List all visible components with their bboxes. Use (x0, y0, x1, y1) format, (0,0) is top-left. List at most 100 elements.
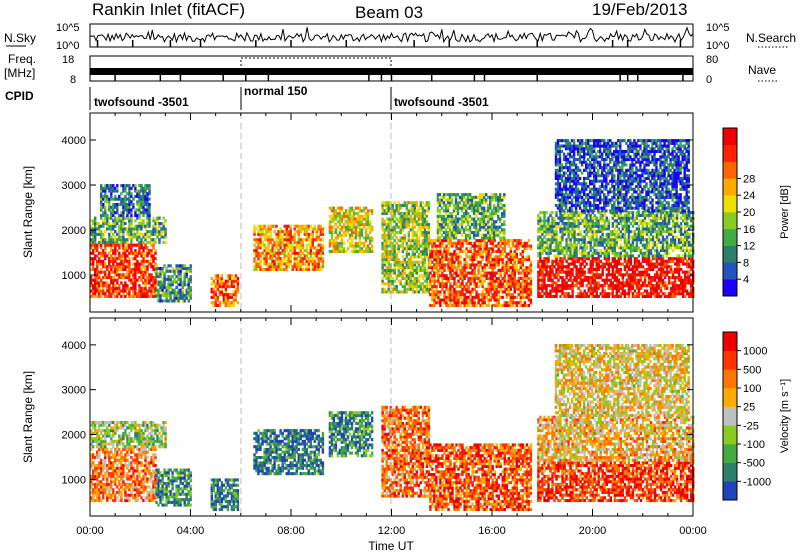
power-cell (126, 211, 129, 215)
power-cell (435, 239, 438, 243)
power-cell (475, 274, 478, 278)
power-cell (122, 286, 125, 290)
power-cell (433, 249, 436, 253)
power-cell (423, 287, 427, 291)
power-cell (445, 274, 448, 278)
power-cell (507, 290, 510, 294)
power-cell (405, 252, 408, 256)
power-cell (657, 292, 661, 296)
power-cell (128, 262, 131, 266)
power-cell (405, 212, 408, 216)
power-cell (481, 255, 484, 259)
power-cell (124, 222, 127, 226)
power-cell (523, 268, 527, 272)
power-cell (100, 192, 103, 196)
power-cell (104, 254, 107, 258)
power-cell (287, 265, 290, 269)
power-cell (447, 290, 450, 294)
power-cell (423, 241, 427, 245)
power-cell (513, 290, 516, 294)
power-cell (106, 216, 109, 220)
power-cell (102, 224, 105, 228)
power-cell (517, 293, 520, 297)
power-cell (399, 260, 402, 264)
power-cell (399, 274, 402, 278)
power-cell (122, 219, 125, 223)
power-cell (609, 262, 612, 266)
power-cell (102, 251, 105, 255)
power-cell (218, 285, 221, 289)
power-cell (425, 282, 429, 286)
power-cell (505, 303, 508, 307)
power-cell (489, 203, 492, 207)
power-cell (467, 255, 470, 259)
power-cell (175, 299, 178, 303)
power-cell (297, 267, 300, 271)
power-cell (459, 239, 462, 243)
nave-label: Nave (748, 63, 776, 77)
power-cell (413, 260, 416, 264)
power-cell (94, 286, 97, 290)
power-cell (148, 189, 151, 193)
power-cell (92, 284, 95, 288)
power-cell (214, 293, 217, 297)
power-cell (148, 192, 151, 196)
power-cell (529, 260, 533, 264)
power-cell (289, 262, 292, 266)
power-cell (397, 247, 400, 251)
power-cell (261, 251, 264, 255)
power-cell (509, 266, 512, 270)
power-cell (571, 286, 574, 290)
power-cell (104, 230, 107, 234)
power-cell (421, 263, 425, 267)
power-cell (461, 290, 464, 294)
power-cell (477, 301, 480, 305)
power-cell (455, 266, 458, 270)
power-cell (395, 285, 398, 289)
power-cell (160, 235, 163, 239)
power-cell (499, 217, 502, 221)
power-cell (128, 208, 131, 212)
power-cell (619, 294, 622, 298)
power-cell (106, 186, 109, 190)
power-cell (102, 281, 105, 285)
power-cell (517, 279, 520, 283)
power-cell (611, 281, 614, 285)
power-cell (397, 266, 400, 270)
power-cell (601, 262, 604, 266)
power-cell (495, 287, 498, 291)
power-cell (393, 268, 396, 272)
power-cell (491, 217, 494, 221)
power-cell (451, 295, 454, 299)
power-cell (98, 227, 101, 231)
power-cell (146, 203, 149, 207)
power-cell (216, 276, 219, 280)
power-cell (385, 244, 388, 248)
power-cell (130, 192, 133, 196)
power-cell (585, 292, 588, 296)
power-cell (591, 292, 594, 296)
power-cell (110, 276, 113, 280)
power-cell (138, 211, 141, 215)
power-cell (615, 265, 618, 269)
power-cell (459, 241, 462, 245)
power-cell (108, 235, 111, 239)
power-cell (368, 249, 372, 253)
power-cell (334, 244, 338, 248)
power-cell (525, 271, 529, 275)
power-cell (415, 285, 418, 289)
power-cell (501, 252, 504, 256)
power-cell (364, 249, 368, 253)
power-cell (130, 232, 133, 236)
power-cell (303, 267, 306, 271)
power-cell (330, 206, 334, 210)
power-cell (338, 217, 342, 221)
power-cell (259, 259, 262, 263)
power-cell (487, 266, 490, 270)
power-cell (448, 225, 452, 229)
power-cell (224, 295, 228, 299)
power-cell (120, 184, 123, 188)
power-cell (108, 243, 111, 247)
power-cell (100, 284, 103, 288)
power-cell (641, 292, 645, 296)
